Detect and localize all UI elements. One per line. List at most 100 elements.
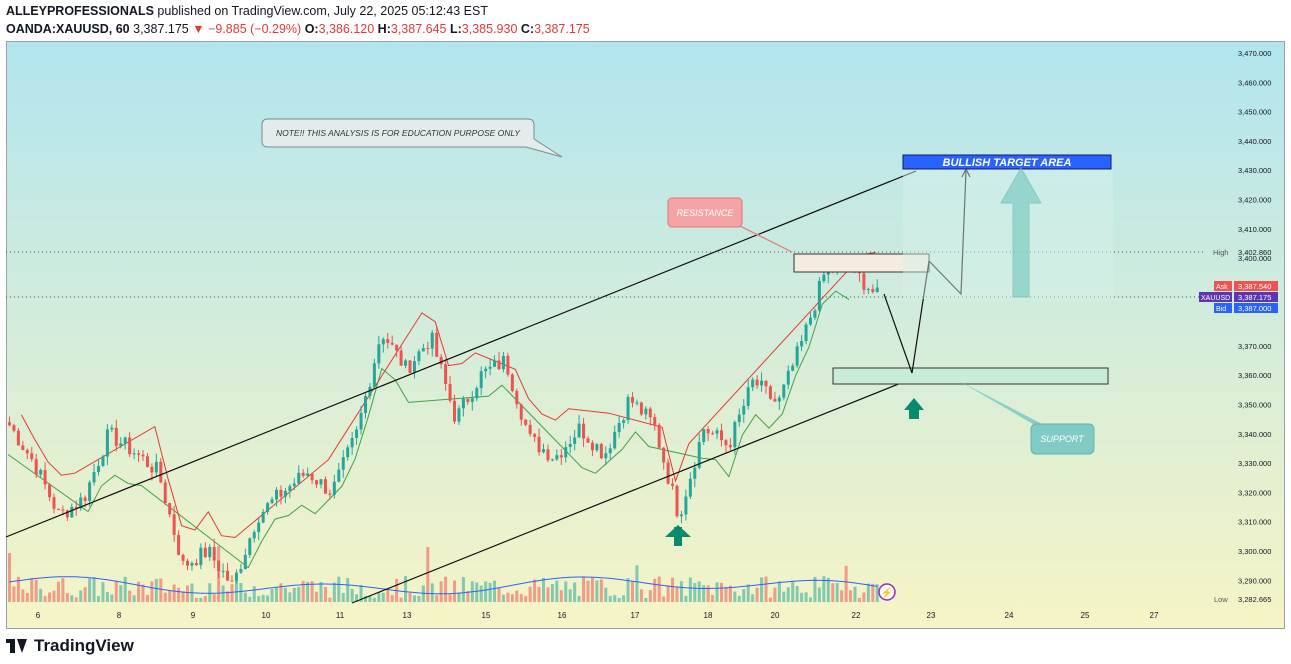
candle-body bbox=[8, 422, 11, 426]
volume-bar bbox=[666, 585, 670, 602]
volume-bar bbox=[533, 579, 537, 602]
candle-body bbox=[795, 346, 799, 366]
volume-bar bbox=[21, 589, 25, 602]
volume-bar bbox=[448, 594, 452, 602]
candle-body bbox=[132, 453, 136, 455]
candle-body bbox=[128, 437, 132, 455]
volume-bar bbox=[386, 589, 390, 602]
candle-body bbox=[720, 430, 723, 441]
candle-body bbox=[74, 506, 78, 509]
candle-body bbox=[355, 429, 359, 439]
candle-body bbox=[346, 447, 350, 458]
volume-bar bbox=[515, 590, 519, 602]
time-tick-label: 6 bbox=[36, 611, 41, 620]
volume-bar bbox=[350, 588, 354, 602]
candle-body bbox=[52, 497, 56, 509]
candle-body bbox=[582, 423, 586, 439]
volume-bar bbox=[599, 579, 603, 602]
volume-bar bbox=[221, 585, 225, 602]
bid-tag-bg bbox=[1214, 303, 1232, 313]
candle-body bbox=[457, 408, 461, 422]
candle-body bbox=[168, 503, 172, 515]
symbol-label[interactable]: OANDA:XAUUSD, 60 bbox=[6, 22, 130, 36]
candle-body bbox=[145, 456, 149, 467]
volume-bar bbox=[817, 587, 821, 602]
lightning-icon[interactable] bbox=[878, 583, 896, 601]
volume-bar bbox=[132, 595, 136, 602]
volume-bar bbox=[181, 591, 185, 602]
volume-bar bbox=[110, 594, 114, 602]
up-arrow-icon-2-head bbox=[904, 398, 924, 410]
resistance-label: RESISTANCE bbox=[677, 208, 735, 218]
volume-bar bbox=[524, 595, 528, 602]
ask-value-bg bbox=[1234, 281, 1278, 291]
candle-body bbox=[506, 355, 510, 375]
volume-bar bbox=[421, 585, 425, 602]
channel-lower-line bbox=[351, 376, 917, 604]
price-chart[interactable]: RESISTANCE SUPPORT BULLISH TARGET AREA N… bbox=[6, 41, 1285, 629]
target-zone-shade bbox=[903, 169, 1113, 299]
candle-body bbox=[501, 355, 505, 370]
volume-bar bbox=[733, 591, 737, 602]
price-tick-label: 3,310.000 bbox=[1238, 518, 1271, 527]
candle-body bbox=[782, 384, 786, 398]
volume-bar bbox=[208, 583, 212, 602]
candle-body bbox=[372, 363, 376, 387]
tradingview-logo-icon bbox=[6, 639, 28, 653]
candle-body bbox=[408, 360, 412, 374]
volume-bar bbox=[141, 584, 145, 602]
price-axis[interactable]: 3,290.000 3,300.000 3,310.000 3,320.000 3,33… bbox=[1238, 49, 1271, 585]
volume-bar bbox=[720, 582, 723, 602]
candle-body bbox=[475, 388, 479, 399]
volume-bar bbox=[194, 597, 198, 602]
volume-bar bbox=[822, 576, 826, 602]
footer-brand[interactable]: TradingView bbox=[6, 636, 134, 656]
publish-info: ALLEYPROFESSIONALS published on TradingV… bbox=[6, 4, 488, 18]
volume-bar bbox=[61, 578, 65, 602]
candle-body bbox=[159, 461, 163, 483]
candle-body bbox=[65, 510, 69, 518]
candle-body bbox=[791, 365, 795, 371]
volume-bar bbox=[399, 597, 403, 602]
candle-body bbox=[101, 456, 105, 466]
candle-body bbox=[461, 398, 465, 409]
volume-bar bbox=[377, 592, 381, 602]
volume-bar bbox=[577, 595, 581, 602]
volume-bar bbox=[849, 590, 853, 602]
volume-bar bbox=[590, 577, 594, 602]
candle-body bbox=[688, 478, 692, 497]
volume-bar bbox=[550, 583, 554, 602]
candle-body bbox=[666, 462, 670, 484]
candle-body bbox=[742, 405, 746, 415]
volume-bar bbox=[702, 585, 706, 602]
volume-bar bbox=[857, 597, 861, 602]
volume-bar bbox=[488, 582, 492, 602]
author-name[interactable]: ALLEYPROFESSIONALS bbox=[6, 4, 154, 18]
candle-body bbox=[283, 490, 287, 497]
note-callout-shape bbox=[261, 118, 563, 158]
candle-body bbox=[809, 317, 812, 325]
volume-bar bbox=[840, 590, 844, 602]
ohlc-legend: OANDA:XAUUSD, 60 3,387.175 ▼ −9.885 (−0.… bbox=[6, 22, 590, 36]
volume-bar bbox=[163, 592, 167, 602]
volume-bar bbox=[764, 576, 768, 602]
time-axis[interactable]: 6 8 9 10 11 13 15 16 17 18 20 22 23 24 25 27 bbox=[36, 611, 1159, 620]
volume-bar bbox=[519, 594, 523, 602]
volume-bar bbox=[568, 589, 572, 602]
candle-body bbox=[315, 480, 319, 485]
candle-body bbox=[786, 370, 790, 385]
volume-bar bbox=[310, 581, 314, 602]
price-tick-label: 3,430.000 bbox=[1238, 166, 1271, 175]
candle-body bbox=[234, 572, 238, 581]
candle-body bbox=[453, 400, 456, 422]
volume-bar bbox=[457, 592, 461, 602]
volume-bar bbox=[813, 576, 817, 602]
volume-bar bbox=[724, 586, 728, 602]
close-value: 3,387.175 bbox=[534, 22, 590, 36]
price-tick-label: 3,300.000 bbox=[1238, 547, 1271, 556]
volume-bar bbox=[279, 583, 283, 602]
volume-bar bbox=[275, 587, 278, 602]
candle-body bbox=[528, 424, 532, 434]
candle-body bbox=[279, 489, 283, 497]
volume-bar bbox=[297, 587, 301, 602]
